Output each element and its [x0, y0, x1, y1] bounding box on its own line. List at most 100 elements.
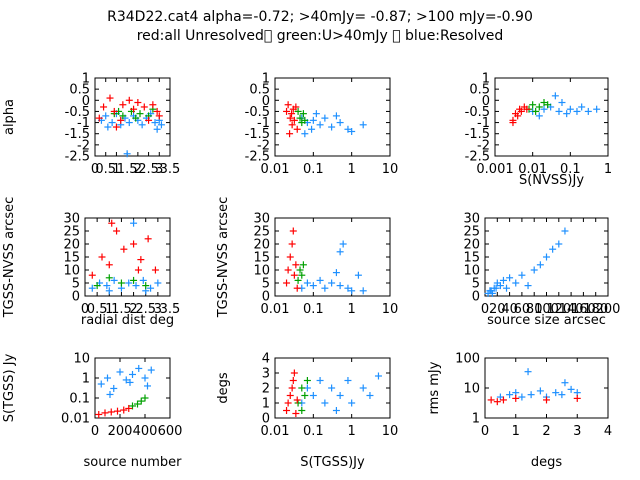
data-point-red	[293, 396, 301, 404]
data-point-green	[299, 110, 307, 118]
panel-p3: 0.001 0.01 0.1 110.50-0.5-1-1.5-2-2.5S(NVSS…	[465, 72, 613, 189]
data-point-green	[294, 107, 302, 115]
data-point-green	[294, 276, 302, 284]
data-point-blue	[139, 276, 147, 284]
data-point-blue	[332, 112, 340, 120]
data-point-blue	[488, 289, 496, 297]
x-tick-label: 10	[382, 302, 399, 317]
data-point-blue	[132, 282, 140, 290]
x-tick-label: 3	[154, 302, 162, 317]
x-axis-label: radial dist deg	[81, 313, 174, 328]
data-point-red	[286, 114, 294, 122]
data-point-green	[540, 99, 548, 107]
data-point-green	[294, 399, 302, 407]
y-axis-label: TGSS-NVSS arcsec	[2, 197, 17, 319]
data-point-red	[509, 119, 517, 127]
x-tick-label: 1	[112, 162, 120, 177]
data-point-blue	[344, 377, 352, 384]
y-axis-label: S(TGSS) Jy	[2, 353, 17, 422]
data-point-blue	[496, 282, 504, 290]
data-point-blue	[301, 130, 309, 138]
data-point-blue	[518, 393, 526, 401]
x-tick-label: 3.5	[160, 162, 181, 177]
data-point-red	[125, 404, 133, 412]
y-tick-label: 5	[472, 277, 480, 292]
data-point-blue	[563, 110, 571, 118]
data-point-red	[95, 410, 103, 418]
data-point-red	[130, 105, 138, 113]
y-tick-label: 1	[262, 397, 270, 412]
data-point-red	[113, 227, 121, 235]
y-tick-label: 30	[253, 212, 270, 227]
y-tick-label: -2	[477, 138, 490, 153]
data-point-red	[284, 101, 292, 109]
x-tick-label: 10	[382, 424, 399, 439]
data-point-blue	[110, 276, 118, 284]
data-point-blue	[366, 392, 374, 399]
data-point-green	[544, 101, 552, 109]
data-point-red	[283, 407, 291, 414]
data-point-red	[95, 114, 103, 122]
data-point-blue	[336, 248, 344, 256]
data-point-green	[298, 407, 306, 414]
title-line-1: R34D22.cat4 alpha=-0.72; >40mJy= -0.87; …	[107, 9, 533, 25]
data-point-blue	[555, 107, 563, 115]
data-point-red	[114, 407, 121, 415]
x-axis-label: S(NVSS)Jy	[519, 173, 584, 188]
data-point-green	[303, 377, 311, 384]
data-point-blue	[147, 366, 155, 374]
data-point-green	[142, 282, 150, 290]
data-point-red	[107, 408, 115, 416]
data-point-green	[137, 397, 145, 405]
data-point-blue	[354, 271, 362, 279]
data-point-green	[105, 274, 113, 282]
y-tick-label: -0.5	[465, 105, 490, 120]
x-axis-label: degs	[531, 455, 563, 470]
data-point-blue	[567, 385, 575, 393]
data-point-red	[112, 123, 120, 131]
data-point-blue	[536, 261, 544, 269]
data-point-blue	[104, 374, 111, 382]
x-tick-label: 0.1	[560, 162, 581, 177]
y-tick-label: 25	[463, 225, 480, 240]
data-point-green	[298, 384, 306, 392]
data-point-blue	[153, 125, 161, 133]
plot-frame	[274, 77, 391, 157]
data-point-red	[288, 110, 296, 118]
y-axis-label: rms mJy	[427, 361, 442, 414]
y-tick-label: 20	[253, 238, 270, 253]
x-tick-label: 0	[481, 302, 489, 317]
data-point-red	[106, 94, 114, 102]
data-point-red	[573, 394, 581, 402]
data-point-red	[88, 271, 96, 279]
y-tick-label: -1	[477, 116, 490, 131]
y-tick-label: 15	[463, 251, 480, 266]
y-tick-label: 4	[262, 352, 270, 367]
data-point-red	[499, 396, 507, 404]
data-point-blue	[555, 240, 563, 248]
data-point-blue	[328, 384, 336, 392]
data-point-blue	[348, 127, 356, 135]
data-point-blue	[151, 119, 159, 127]
data-point-blue	[108, 119, 116, 127]
data-point-green	[129, 402, 136, 410]
x-tick-label: 200	[108, 424, 133, 439]
x-tick-label: 0.5	[95, 162, 116, 177]
data-point-blue	[506, 391, 514, 399]
y-tick-label: -0.5	[65, 105, 90, 120]
data-point-blue	[506, 274, 514, 282]
y-tick-label: 25	[253, 225, 270, 240]
x-tick-label: 0.5	[87, 302, 108, 317]
x-tick-label: 160	[571, 302, 596, 317]
x-tick-label: 20	[489, 302, 506, 317]
x-tick-label: 100	[534, 302, 559, 317]
data-point-red	[289, 227, 297, 235]
x-tick-label: 1	[348, 162, 356, 177]
y-tick-label: -2.5	[465, 150, 490, 165]
data-point-blue	[492, 284, 500, 292]
data-point-blue	[344, 284, 352, 292]
x-tick-label: 2.5	[135, 302, 156, 317]
data-point-blue	[309, 392, 317, 399]
y-tick-label: 5	[72, 277, 80, 292]
